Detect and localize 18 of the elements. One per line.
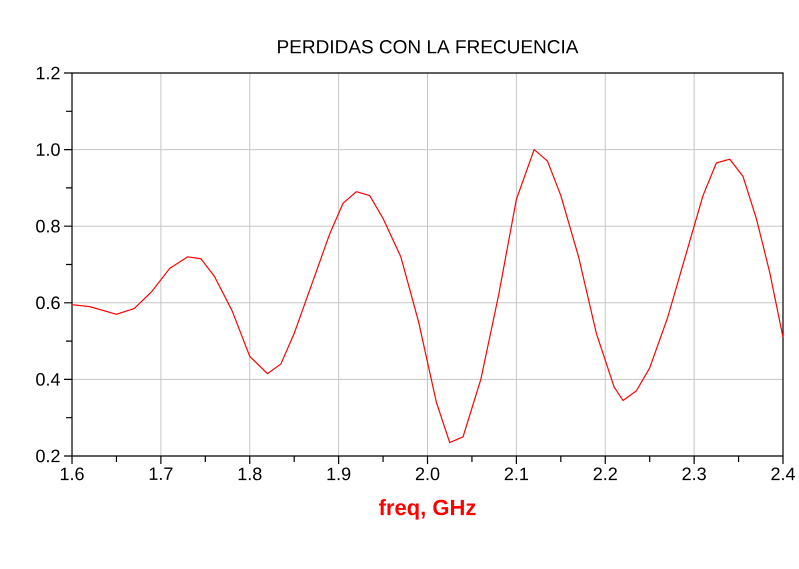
x-tick-label: 2.4 xyxy=(771,468,795,480)
y-tick-label: 1.0 xyxy=(36,143,60,156)
y-tick-label: 0.8 xyxy=(36,220,60,233)
x-tick-label: 1.9 xyxy=(327,468,350,480)
y-tick-label: 0.2 xyxy=(36,450,60,462)
x-tick-label: 2.1 xyxy=(504,468,528,480)
x-tick-label: 2.0 xyxy=(416,468,440,480)
chart-title: PERDIDAS CON LA FRECUENCIA xyxy=(278,40,578,54)
x-tick-label: 1.8 xyxy=(238,468,262,480)
x-tick-label: 2.3 xyxy=(682,468,706,480)
line-series xyxy=(71,148,784,444)
x-tick-label: 1.6 xyxy=(60,468,84,480)
y-tick-label: 1.2 xyxy=(36,66,60,80)
x-axis-title: freq, GHz xyxy=(378,499,476,520)
y-tick-label: 0.6 xyxy=(36,296,60,310)
y-tick-label: 0.4 xyxy=(36,373,60,386)
x-tick-label: 2.2 xyxy=(594,468,617,480)
x-tick-label: 1.7 xyxy=(150,468,172,480)
